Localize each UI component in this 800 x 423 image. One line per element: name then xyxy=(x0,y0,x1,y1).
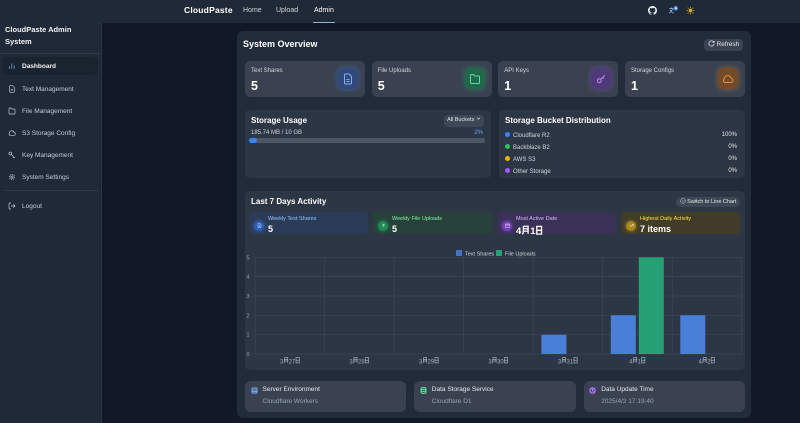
svg-text:30: 30 xyxy=(497,359,504,365)
svg-text:31: 31 xyxy=(567,359,574,365)
svg-text:28: 28 xyxy=(358,359,365,365)
svg-text:Text Shares: Text Shares xyxy=(465,251,494,257)
svg-text:5: 5 xyxy=(246,255,249,261)
svg-text:2: 2 xyxy=(246,313,249,319)
svg-text:27: 27 xyxy=(289,359,296,365)
svg-text:4: 4 xyxy=(516,226,522,237)
svg-text:1: 1 xyxy=(530,226,536,237)
svg-text:4: 4 xyxy=(699,359,703,365)
svg-text:29: 29 xyxy=(428,359,435,365)
svg-text:4: 4 xyxy=(246,275,249,281)
svg-text:3: 3 xyxy=(280,359,284,365)
svg-text:3: 3 xyxy=(246,294,249,300)
svg-text:3: 3 xyxy=(419,359,423,365)
svg-text:3: 3 xyxy=(349,359,353,365)
svg-text:1: 1 xyxy=(246,333,249,339)
svg-text:File Uploads: File Uploads xyxy=(505,251,536,257)
svg-text:0: 0 xyxy=(246,352,249,358)
svg-text:A: A xyxy=(674,6,677,10)
svg-text:1: 1 xyxy=(638,359,642,365)
svg-text:3: 3 xyxy=(488,359,492,365)
svg-text:3: 3 xyxy=(558,359,562,365)
svg-text:2: 2 xyxy=(707,359,711,365)
svg-text:4: 4 xyxy=(629,359,633,365)
